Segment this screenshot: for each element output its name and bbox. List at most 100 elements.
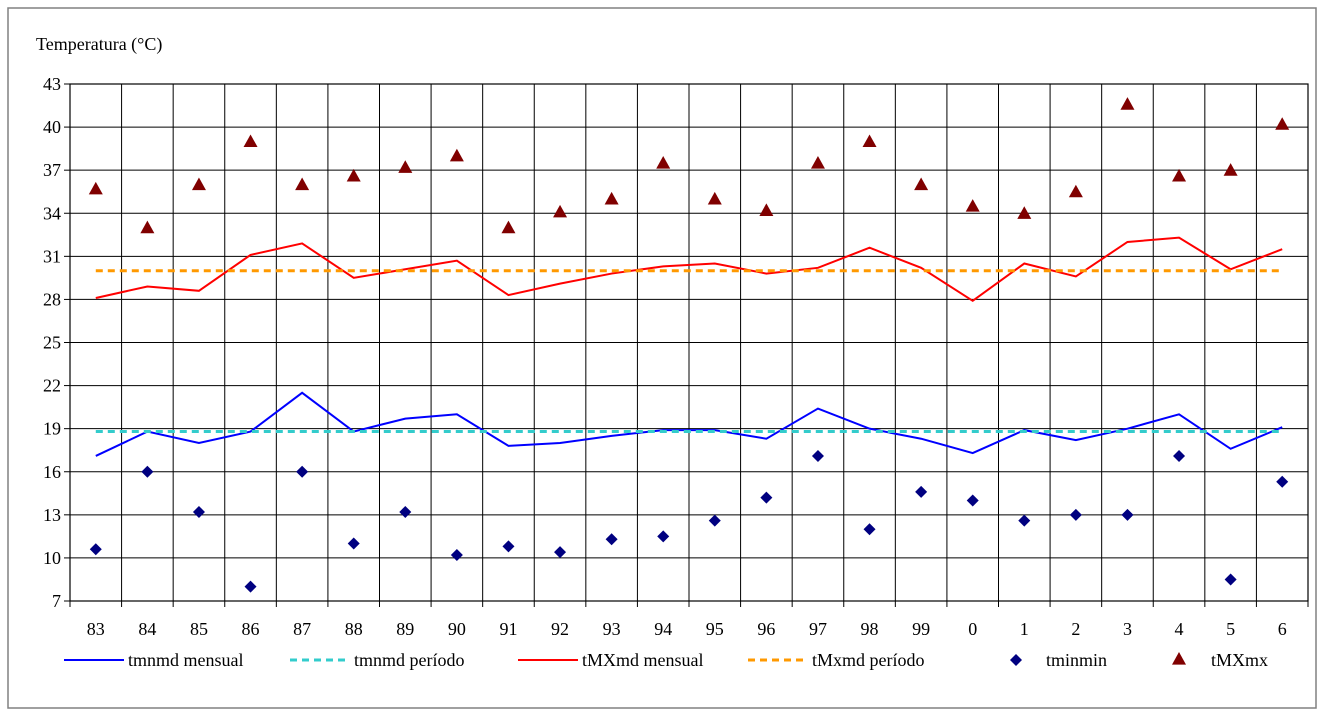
data-point-diamond: [1173, 449, 1186, 462]
x-tick-label: 2: [1071, 619, 1080, 639]
data-point-triangle: [707, 191, 722, 205]
x-tick-label: 6: [1278, 619, 1287, 639]
x-tick-label: 96: [757, 619, 775, 639]
y-tick-label: 25: [43, 333, 61, 353]
x-tick-label: 94: [654, 619, 672, 639]
data-point-triangle: [346, 168, 361, 182]
data-point-triangle: [1223, 163, 1238, 176]
data-point-triangle: [449, 148, 464, 162]
x-tick-label: 0: [968, 619, 977, 639]
y-tick-label: 7: [52, 591, 61, 611]
series-layer: [88, 97, 1290, 593]
legend-label: tmnmd período: [354, 650, 465, 670]
x-tick-label: 89: [396, 619, 414, 639]
data-point-triangle: [1275, 117, 1290, 130]
data-point-diamond: [657, 530, 670, 543]
x-tick-label: 93: [603, 619, 621, 639]
data-point-diamond: [296, 465, 309, 478]
data-point-triangle: [140, 220, 155, 234]
x-tick-label: 98: [861, 619, 879, 639]
legend-item: tmnmd mensual: [64, 650, 244, 670]
data-point-diamond: [1276, 475, 1289, 488]
data-point-diamond: [605, 533, 618, 546]
legend-item: tMxmd período: [748, 650, 925, 670]
x-tick-label: 85: [190, 619, 208, 639]
data-point-triangle: [191, 177, 206, 191]
legend-item: tmnmd período: [290, 650, 465, 670]
y-tick-label: 31: [43, 246, 61, 266]
data-point-triangle: [862, 134, 877, 148]
data-point-triangle: [759, 203, 774, 216]
data-point-triangle: [1017, 206, 1032, 219]
y-tick-label: 40: [43, 117, 61, 137]
data-point-diamond: [1224, 573, 1237, 586]
data-point-diamond: [141, 465, 154, 478]
data-point-triangle: [810, 155, 825, 169]
data-point-triangle: [88, 181, 103, 195]
data-point-diamond: [450, 549, 463, 562]
legend-label: tMXmx: [1211, 650, 1268, 670]
data-point-diamond: [708, 514, 721, 527]
x-tick-label: 1: [1020, 619, 1029, 639]
data-point-diamond: [244, 580, 257, 593]
x-tick-label: 99: [912, 619, 930, 639]
y-tick-label: 22: [43, 376, 61, 396]
data-point-triangle: [553, 204, 568, 218]
data-point-triangle: [1172, 168, 1187, 182]
x-tick-label: 4: [1175, 619, 1184, 639]
data-point-diamond: [554, 546, 567, 559]
legend-label: tMxmd período: [812, 650, 925, 670]
data-point-triangle: [1120, 97, 1135, 110]
y-axis-title: Temperatura (°C): [36, 34, 162, 55]
x-tick-label: 87: [293, 619, 311, 639]
data-point-triangle: [656, 155, 671, 169]
legend-item: tMXmx: [1172, 650, 1268, 670]
data-point-diamond: [1121, 508, 1134, 521]
legend-label: tminmin: [1046, 650, 1107, 670]
data-point-diamond: [760, 491, 773, 504]
x-tick-label: 86: [242, 619, 260, 639]
x-tick-label: 3: [1123, 619, 1132, 639]
data-point-diamond: [1018, 514, 1031, 527]
legend-item: tMXmd mensual: [518, 650, 704, 670]
data-point-diamond: [966, 494, 979, 507]
x-tick-label: 90: [448, 619, 466, 639]
legend-label: tmnmd mensual: [128, 650, 244, 670]
data-point-diamond: [863, 523, 876, 536]
y-tick-label: 10: [43, 548, 61, 568]
y-tick-label: 19: [43, 419, 61, 439]
legend-swatch-triangle: [1172, 652, 1186, 665]
x-tick-label: 97: [809, 619, 827, 639]
data-point-triangle: [398, 160, 413, 173]
x-tick-label: 83: [87, 619, 105, 639]
series-tmxmx: [88, 97, 1290, 234]
x-tick-label: 88: [345, 619, 363, 639]
legend-item: tminmin: [1010, 650, 1107, 670]
x-tick-label: 84: [138, 619, 156, 639]
data-point-diamond: [347, 537, 360, 550]
data-point-diamond: [915, 485, 928, 498]
data-point-diamond: [399, 505, 412, 518]
data-point-triangle: [965, 199, 980, 212]
data-point-diamond: [811, 449, 824, 462]
plot-area-border: [69, 83, 1309, 602]
x-tick-label: 91: [499, 619, 517, 639]
y-tick-label: 28: [43, 289, 61, 309]
data-point-diamond: [89, 543, 102, 556]
data-point-triangle: [914, 177, 929, 191]
y-tick-label: 34: [43, 203, 61, 223]
series-tminmin: [89, 449, 1289, 593]
data-point-diamond: [192, 505, 205, 518]
y-tick-label: 13: [43, 505, 61, 525]
data-point-diamond: [1069, 508, 1082, 521]
legend-label: tMXmd mensual: [582, 650, 704, 670]
chart-border: [7, 7, 1317, 709]
data-point-triangle: [604, 191, 619, 205]
x-tick-label: 95: [706, 619, 724, 639]
data-point-triangle: [295, 177, 310, 191]
legend-swatch-diamond: [1010, 654, 1022, 666]
y-tick-label: 37: [43, 160, 61, 180]
